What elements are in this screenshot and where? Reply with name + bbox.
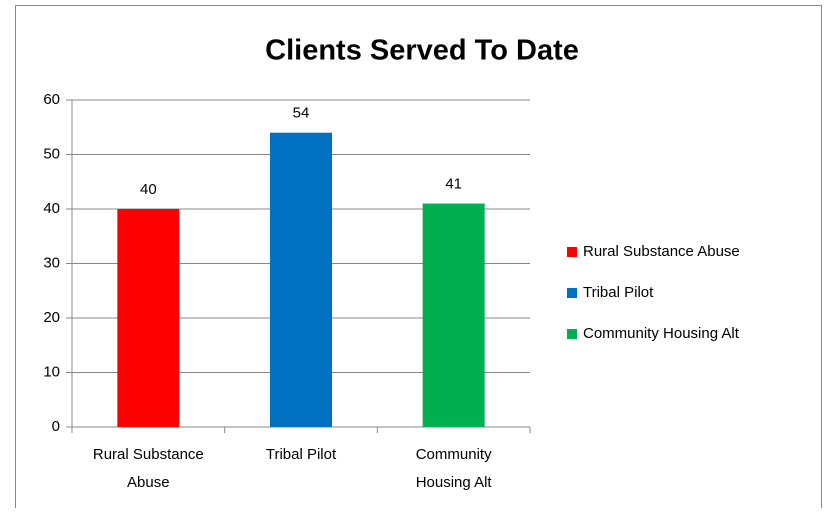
y-tick-label: 30 [43,254,60,271]
x-tick-label: Tribal Pilot [265,446,337,463]
legend-label: Community Housing Alt [583,325,740,342]
chart-title: Clients Served To Date [265,35,579,67]
x-label-box: Rural Substance Abuse [92,446,204,491]
y-tick-label: 40 [43,200,60,217]
data-label: 54 [293,105,310,122]
legend-swatch [567,247,577,257]
x-label-box: Tribal Pilot [265,446,337,463]
y-tick-label: 60 [43,91,60,108]
data-label: 40 [140,181,157,198]
legend-swatch [567,329,577,339]
legend-swatch [567,288,577,298]
x-tick-label: Rural Substance Abuse [92,446,204,491]
y-tick-label: 10 [43,363,60,380]
y-tick-label: 20 [43,309,60,326]
legend-label: Tribal Pilot [583,284,654,301]
x-label-box: Community Housing Alt [415,446,492,491]
bar [117,209,180,427]
bar [422,203,485,427]
y-tick-label: 50 [43,145,60,162]
data-label: 41 [445,176,462,193]
legend-label: Rural Substance Abuse [583,243,740,260]
x-tick-label: Community Housing Alt [415,446,492,491]
bar [270,132,332,427]
y-tick-label: 0 [52,418,60,435]
